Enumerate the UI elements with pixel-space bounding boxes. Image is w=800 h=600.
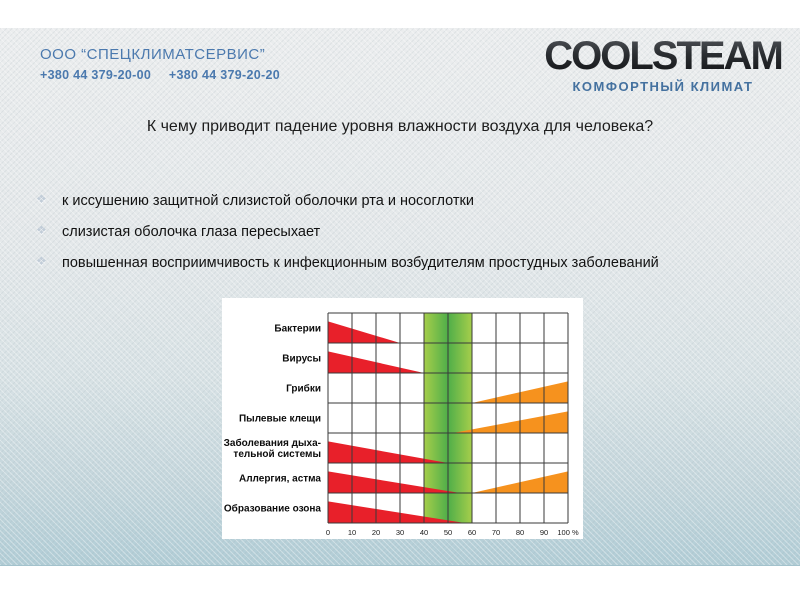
- phone-number-1: +380 44 379-20-00: [40, 68, 152, 82]
- slide-title: К чему приводит падение уровня влажности…: [146, 118, 654, 135]
- x-axis-tick-label: 50: [444, 528, 452, 537]
- x-axis-tick-label: 10: [348, 528, 356, 537]
- bullet-item: ❖ слизистая оболочка глаза пересыхает: [36, 222, 686, 244]
- x-axis-tick-label: 40: [420, 528, 428, 537]
- chart-row-label: Пылевые клещи: [239, 414, 321, 425]
- company-name: ООО “СПЕЦКЛИМАТСЕРВИС”: [40, 46, 266, 63]
- bullet-item: ❖ к иссушению защитной слизистой оболочк…: [36, 191, 686, 213]
- x-axis-tick-label: 90: [540, 528, 548, 537]
- bullet-list: ❖ к иссушению защитной слизистой оболочк…: [36, 191, 686, 283]
- brand-tagline: КОМФОРТНЫЙ КЛИМАТ: [572, 79, 754, 94]
- chart-row-label: Бактерии: [274, 324, 321, 335]
- x-axis-tick-label: 80: [516, 528, 524, 537]
- brand-logo: COOLSTEAM: [538, 34, 788, 78]
- diamond-bullet-icon: ❖: [36, 192, 47, 206]
- x-axis-tick-label: 0: [326, 528, 330, 537]
- high-humidity-risk-wedge: [452, 411, 568, 433]
- low-humidity-risk-wedge: [328, 441, 448, 463]
- chart-row-label: тельной системы: [233, 449, 321, 460]
- brand-block: COOLSTEAM КОМФОРТНЫЙ КЛИМАТ: [538, 34, 788, 94]
- slide: ООО “СПЕЦКЛИМАТСЕРВИС” +380 44 379-20-00…: [0, 28, 800, 566]
- bullet-text: повышенная восприимчивость к инфекционны…: [62, 254, 659, 271]
- humidity-effects-chart: Бактерии Вирусы Грибки Пылевые клещи Заболев…: [224, 312, 579, 537]
- x-axis-tick-label: 70: [492, 528, 500, 537]
- phone-number-2: +380 44 379-20-20: [168, 68, 280, 82]
- chart-row-label: Грибки: [286, 383, 321, 395]
- chart-row-label: Образование озона: [224, 503, 322, 515]
- low-humidity-risk-wedge: [328, 471, 460, 493]
- x-axis-tick-label: 30: [396, 528, 404, 537]
- diamond-bullet-icon: ❖: [36, 222, 47, 237]
- bullet-text: к иссушению защитной слизистой оболочки …: [62, 193, 474, 209]
- x-axis-tick-label: 100 %: [557, 528, 579, 537]
- company-phones: +380 44 379-20-00 +380 44 379-20-20: [40, 68, 280, 82]
- x-axis-tick-label: 60: [468, 528, 476, 537]
- bullet-item: ❖ повышенная восприимчивость к инфекцион…: [36, 253, 686, 275]
- bullet-text: слизистая оболочка глаза пересыхает: [62, 223, 321, 240]
- humidity-chart-panel: Бактерии Вирусы Грибки Пылевые клещи Заболев…: [222, 298, 583, 539]
- x-axis-tick-label: 20: [372, 528, 380, 537]
- chart-row-label: Вирусы: [282, 354, 321, 365]
- chart-row-label: Заболевания дыха-: [224, 437, 321, 449]
- diamond-bullet-icon: ❖: [36, 253, 47, 268]
- company-block: ООО “СПЕЦКЛИМАТСЕРВИС” +380 44 379-20-00…: [40, 46, 280, 82]
- chart-row-label: Аллергия, астма: [239, 474, 321, 485]
- low-humidity-risk-wedge: [328, 321, 400, 343]
